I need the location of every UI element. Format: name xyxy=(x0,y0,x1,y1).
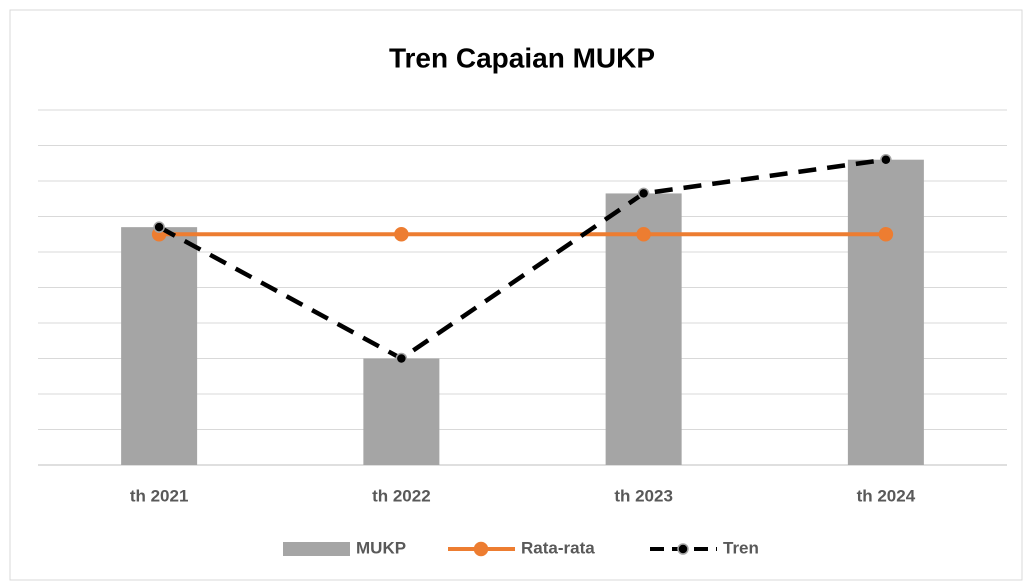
legend-swatch xyxy=(283,542,350,556)
x-tick-label: th 2024 xyxy=(857,486,916,505)
point xyxy=(880,153,892,166)
legend-label: Tren xyxy=(723,538,759,557)
legend-marker xyxy=(473,541,489,557)
bar xyxy=(363,358,440,465)
point xyxy=(153,221,165,233)
point xyxy=(636,227,651,242)
legend-label: Rata-rata xyxy=(521,538,595,557)
legend-label: MUKP xyxy=(356,538,406,557)
x-tick-label: th 2021 xyxy=(130,486,189,505)
x-tick-label: th 2022 xyxy=(372,486,431,505)
bar xyxy=(847,159,924,465)
point xyxy=(394,227,409,242)
chart-title: Tren Capaian MUKP xyxy=(389,42,655,73)
legend-marker xyxy=(677,543,689,555)
bar xyxy=(121,227,198,465)
point xyxy=(878,227,894,242)
line xyxy=(158,157,887,362)
point xyxy=(395,352,408,365)
x-tick-label: th 2023 xyxy=(614,486,673,505)
point xyxy=(637,187,650,200)
